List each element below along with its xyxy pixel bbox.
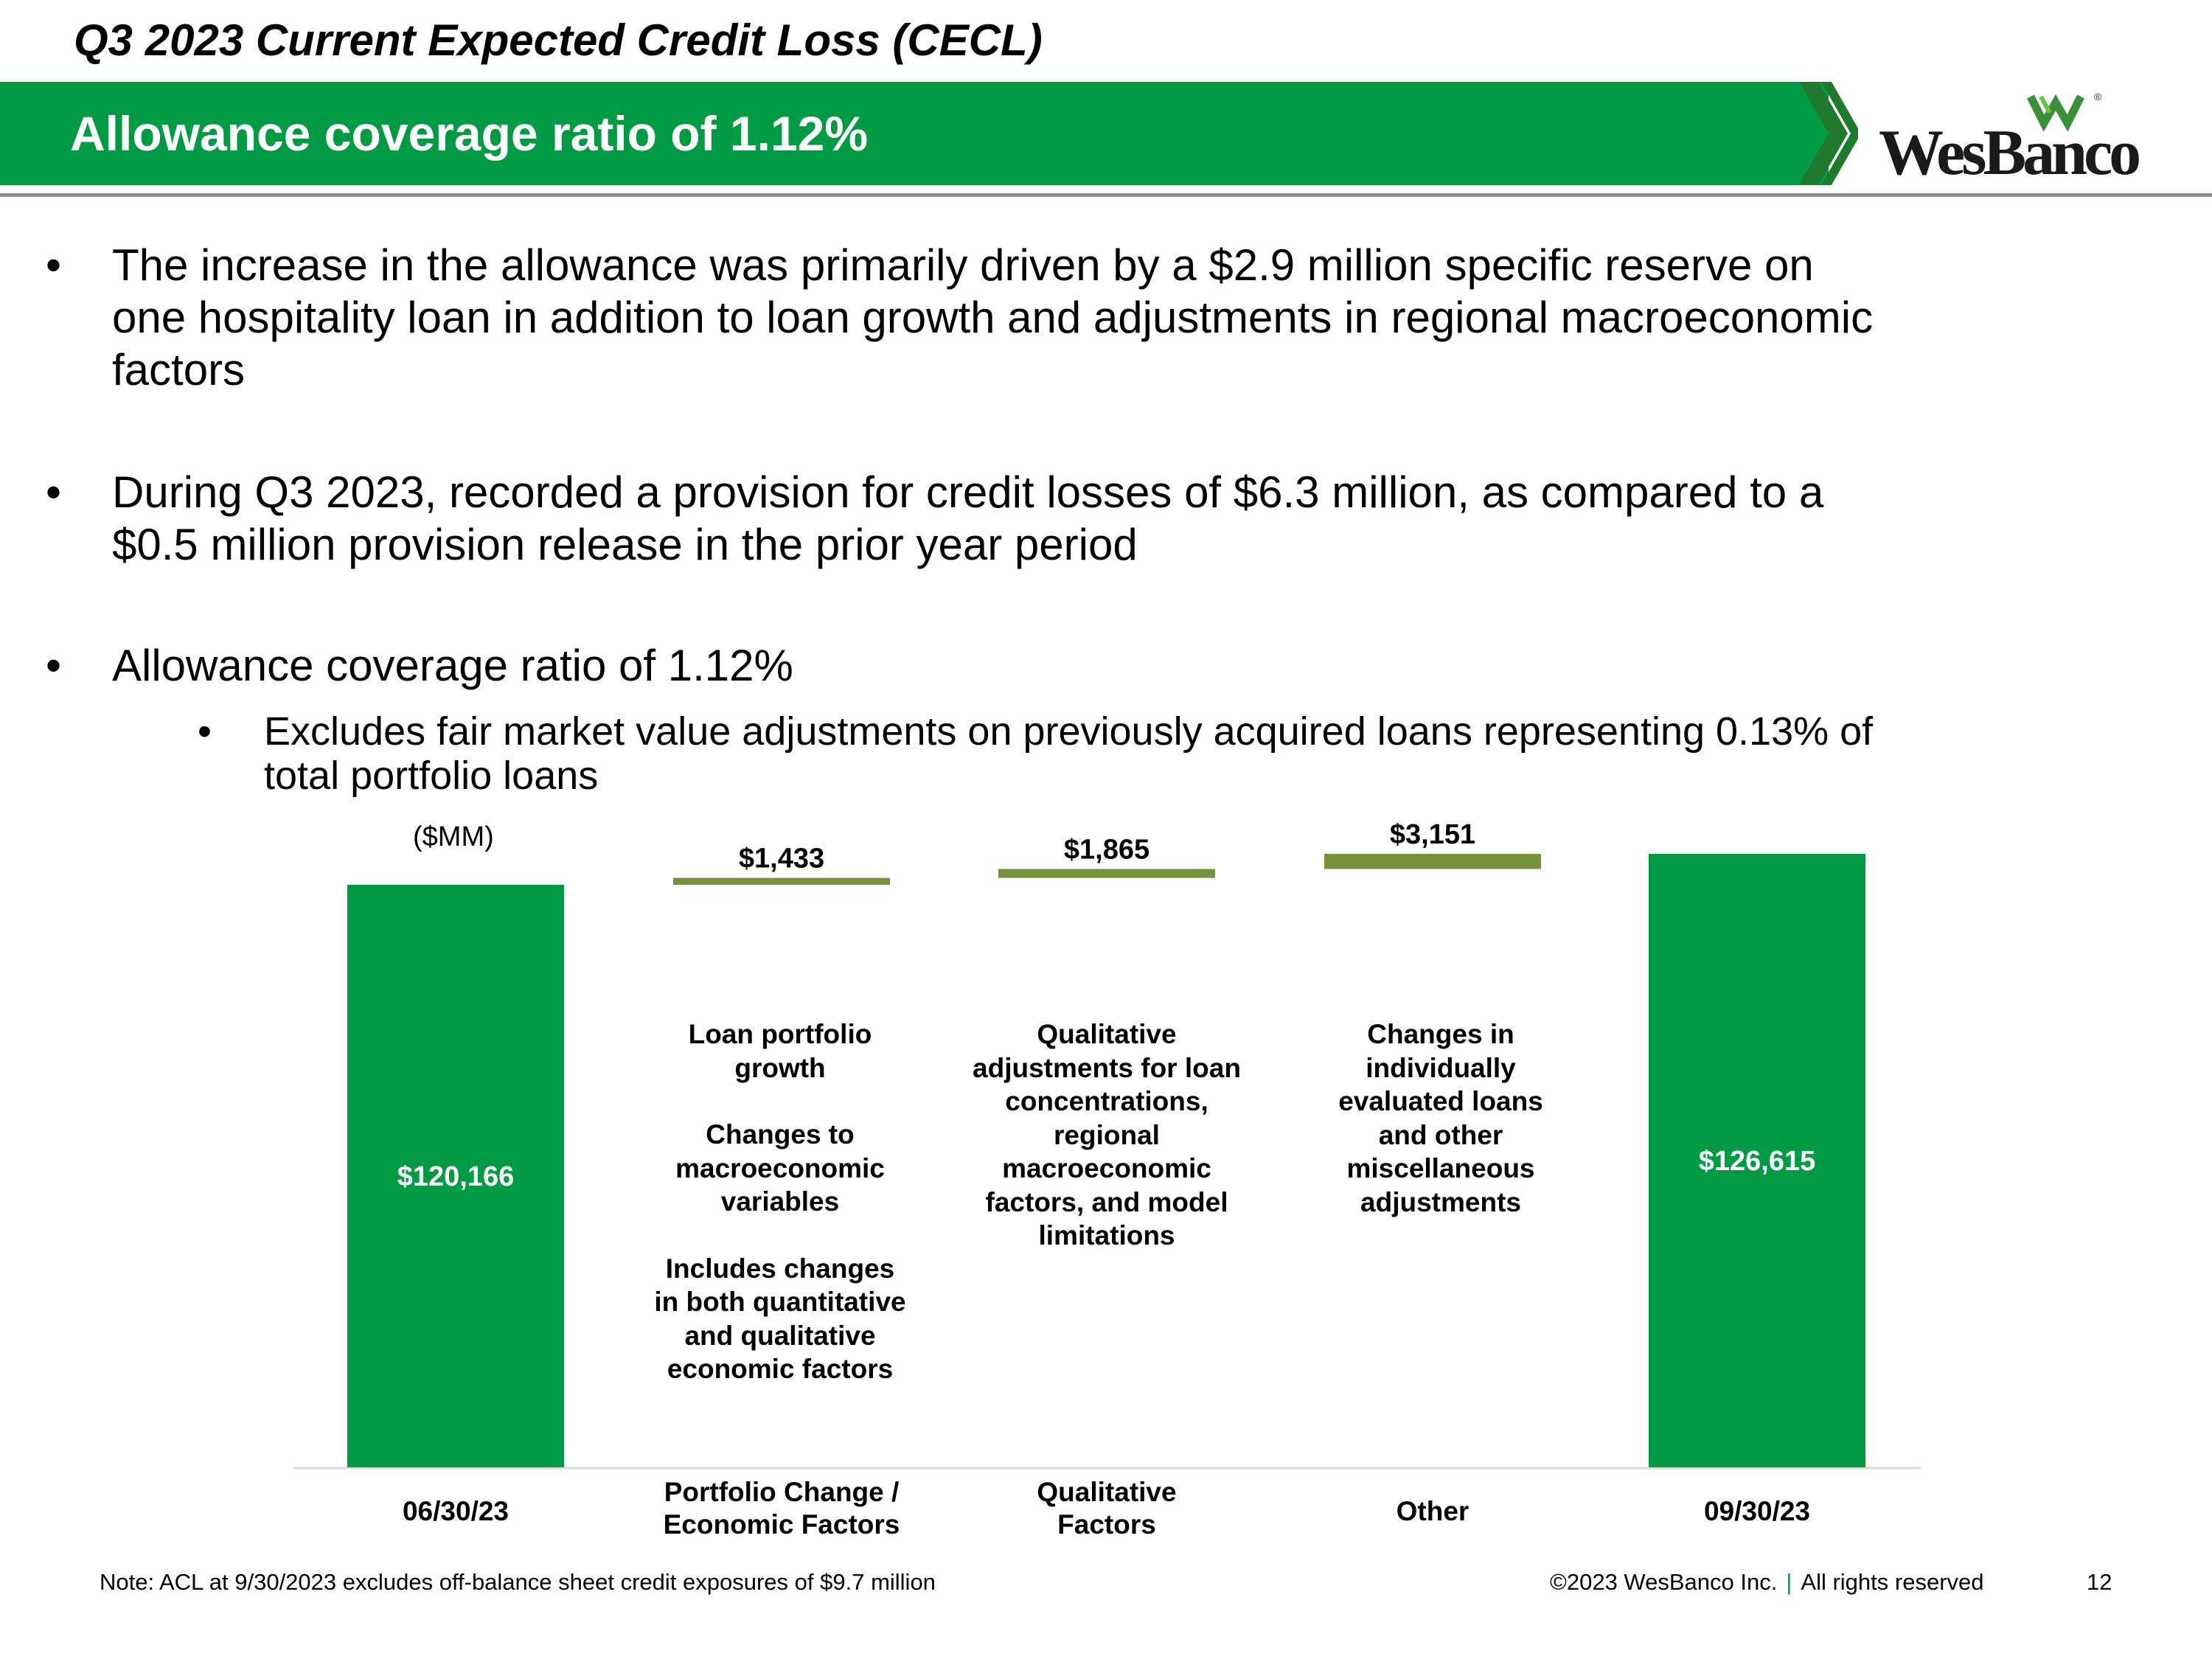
copyright-text: ©2023 WesBanco Inc. bbox=[1550, 1569, 1778, 1595]
bullet-dot: • bbox=[198, 709, 212, 754]
bar-total bbox=[347, 885, 564, 1467]
category-label: 06/30/23 bbox=[403, 1496, 509, 1526]
data-label: $3,151 bbox=[1390, 819, 1475, 850]
category-label: Qualitative bbox=[1037, 1477, 1176, 1507]
sub-bullet-1: • Excludes fair market value adjustments… bbox=[198, 709, 1874, 798]
category-label: 09/30/23 bbox=[1704, 1496, 1810, 1526]
bullet-line: The increase in the allowance was primar… bbox=[112, 240, 1814, 290]
annotation-paragraph: Loan portfolio growth bbox=[688, 1019, 872, 1083]
rights-text: All rights reserved bbox=[1801, 1569, 1984, 1595]
annotation-portfolio-change: Loan portfolio growth Changes to macroec… bbox=[633, 1018, 928, 1386]
bullet-dot: • bbox=[46, 467, 62, 517]
logo-wordmark: WesBanco bbox=[1879, 117, 2141, 189]
data-label: $126,615 bbox=[1699, 1146, 1816, 1177]
page-number: 12 bbox=[2087, 1569, 2112, 1595]
data-label: $1,865 bbox=[1064, 835, 1150, 866]
annotation-paragraph: Changes in individually evaluated loans … bbox=[1338, 1019, 1543, 1217]
bar-change bbox=[673, 877, 890, 885]
bullet-1: • The increase in the allowance was prim… bbox=[46, 239, 1874, 396]
annotation-other: Changes in individually evaluated loans … bbox=[1293, 1018, 1588, 1219]
annotation-qualitative-factors: Qualitative adjustments for loan concent… bbox=[959, 1018, 1254, 1253]
category-label: Portfolio Change / bbox=[664, 1477, 900, 1507]
bullet-line: Excludes fair market value adjustments o… bbox=[264, 709, 1874, 754]
bar-change bbox=[998, 869, 1215, 878]
annotation-paragraph: Includes changes in both quantitative an… bbox=[654, 1253, 906, 1385]
bullet-line: During Q3 2023, recorded a provision for… bbox=[112, 467, 1824, 517]
chart-unit-label: ($MM) bbox=[413, 821, 494, 852]
bullet-3: • Allowance coverage ratio of 1.12% bbox=[46, 639, 793, 692]
header-divider bbox=[0, 193, 2212, 197]
data-label: $120,166 bbox=[397, 1161, 515, 1192]
footnote: Note: ACL at 9/30/2023 excludes off-bala… bbox=[100, 1569, 936, 1595]
footer-separator: | bbox=[1786, 1569, 1792, 1595]
bullet-line: one hospitality loan in addition to loan… bbox=[112, 293, 1874, 342]
bar-total bbox=[1649, 854, 1865, 1467]
category-label: Factors bbox=[1057, 1509, 1156, 1540]
copyright-line: ©2023 WesBanco Inc. | All rights reserved bbox=[1550, 1569, 1984, 1596]
bullet-line: factors bbox=[112, 345, 246, 394]
wesbanco-w-logo-icon bbox=[2027, 94, 2084, 132]
annotation-paragraph: Qualitative adjustments for loan concent… bbox=[973, 1019, 1241, 1251]
bullet-2: • During Q3 2023, recorded a provision f… bbox=[46, 466, 1824, 571]
category-label: Economic Factors bbox=[664, 1509, 900, 1540]
title-banner: Allowance coverage ratio of 1.12% bbox=[0, 82, 1829, 185]
bar-change bbox=[1324, 854, 1541, 869]
slide-kicker: Q3 2023 Current Expected Credit Loss (CE… bbox=[74, 15, 1043, 65]
annotation-paragraph: Changes to macroeconomic variables bbox=[675, 1119, 885, 1217]
bullet-dot: • bbox=[46, 641, 62, 690]
slide-title: Allowance coverage ratio of 1.12% bbox=[70, 106, 869, 161]
bullet-dot: • bbox=[46, 240, 62, 290]
wesbanco-logo: ® WesBanco bbox=[1879, 85, 2144, 189]
bullet-line: total portfolio loans bbox=[264, 754, 599, 798]
bullet-line: $0.5 million provision release in the pr… bbox=[112, 520, 1138, 569]
chevron-arrows-icon bbox=[1799, 82, 1858, 185]
category-label: Other bbox=[1397, 1496, 1470, 1526]
data-label: $1,433 bbox=[739, 844, 824, 874]
registered-mark: ® bbox=[2094, 91, 2102, 102]
bullet-line: Allowance coverage ratio of 1.12% bbox=[112, 641, 793, 690]
